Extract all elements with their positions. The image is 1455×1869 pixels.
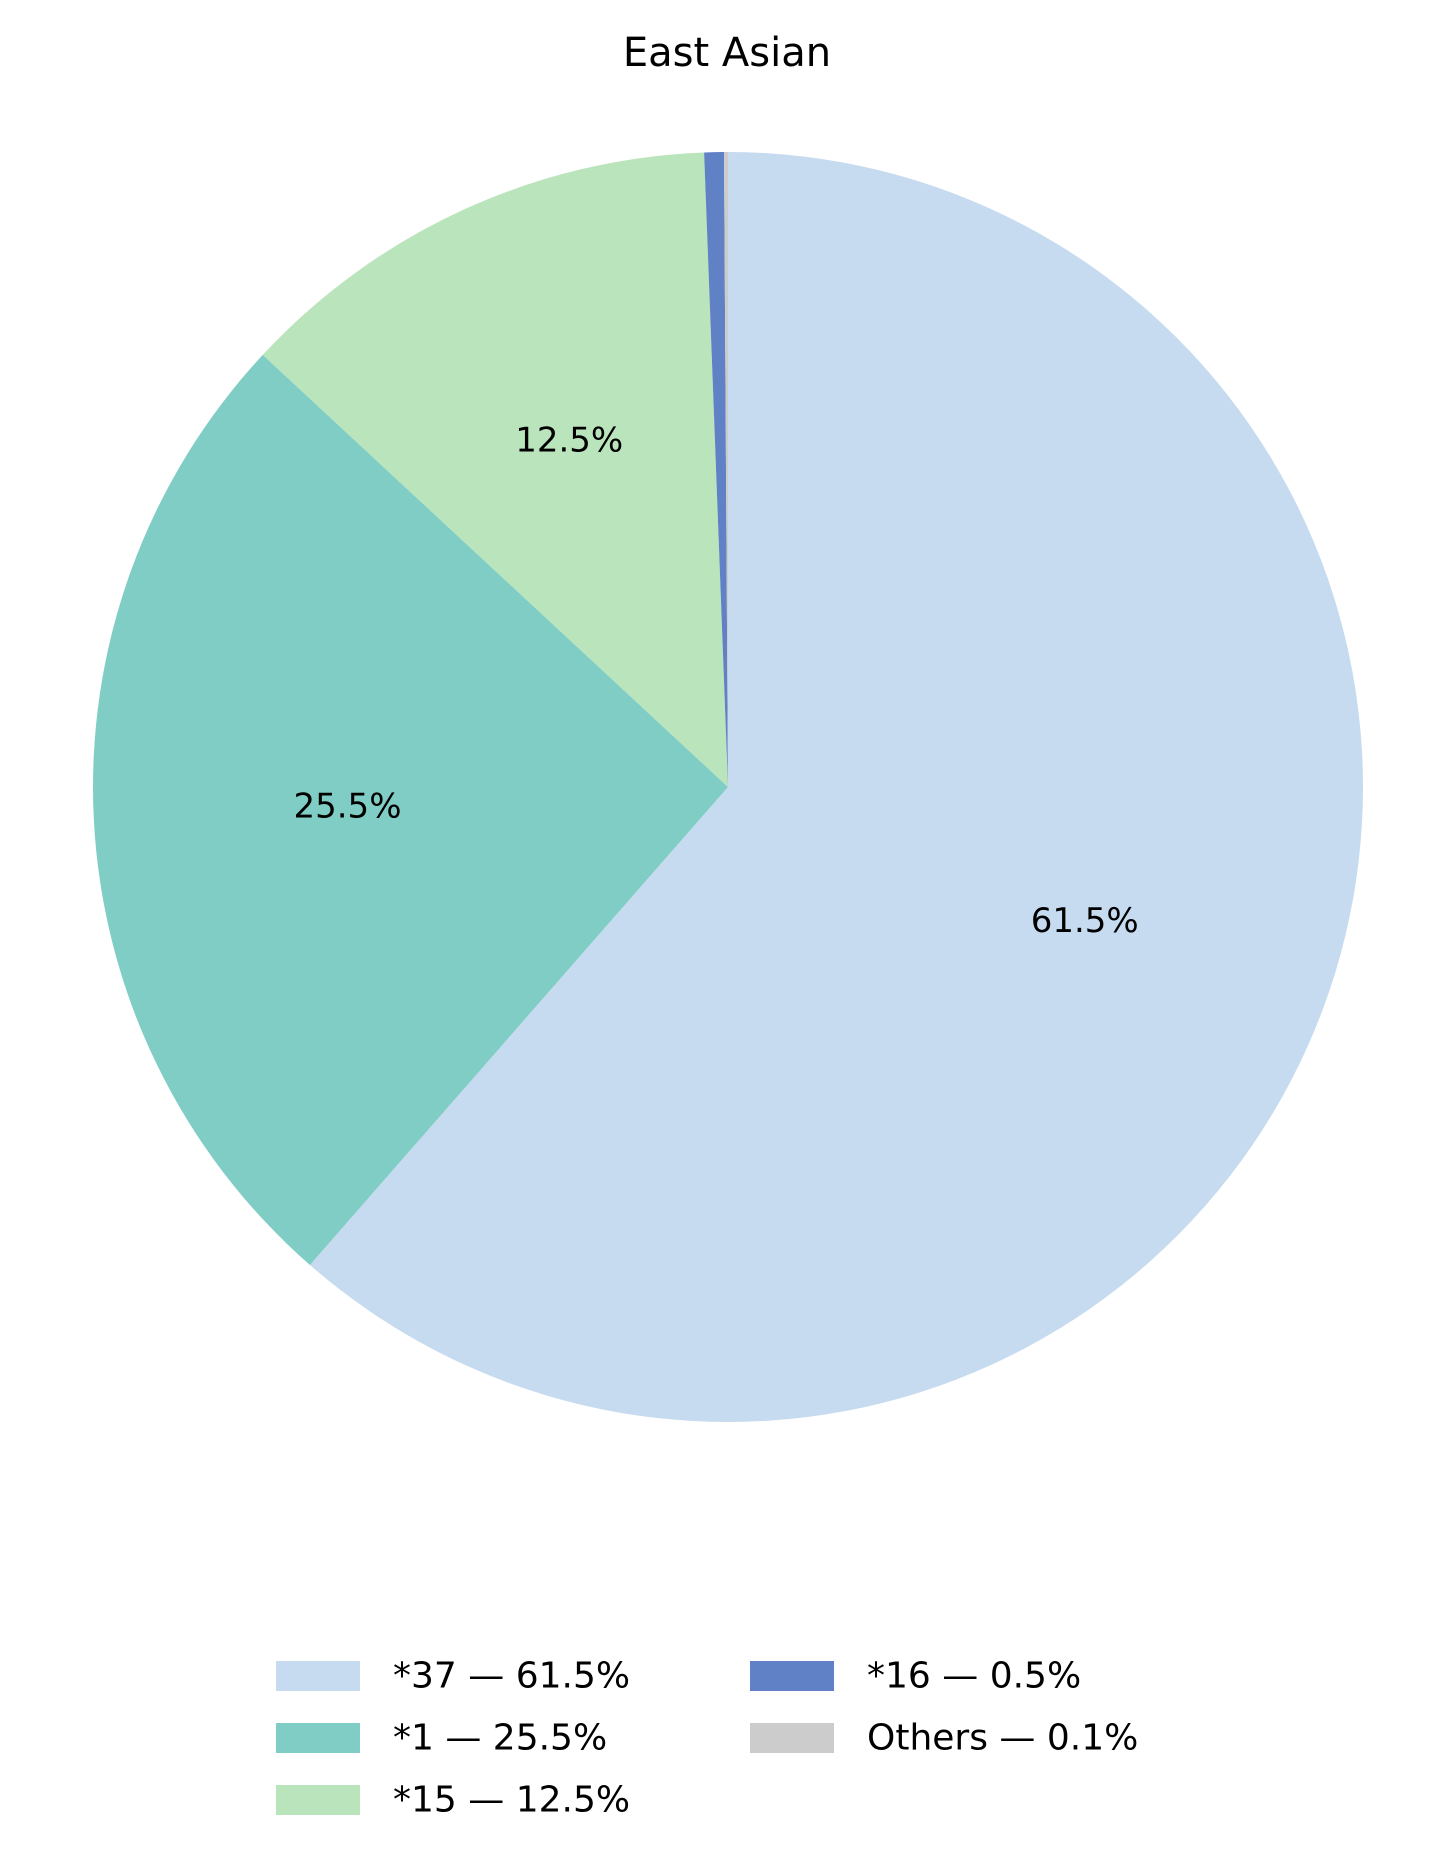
- legend-label: *1 — 25.5%: [393, 1718, 607, 1759]
- legend-item: *1 — 25.5%: [276, 1718, 607, 1759]
- legend-swatch: [276, 1723, 360, 1753]
- legend-swatch: [276, 1661, 360, 1691]
- legend-swatch: [750, 1661, 834, 1691]
- legend-label: *16 — 0.5%: [867, 1656, 1081, 1697]
- legend: *37 — 61.5% *1 — 25.5% *15 — 12.5% *16 — 0.…: [276, 1656, 1138, 1821]
- chart-title: East Asian: [623, 30, 831, 76]
- pie-percent-label: 61.5%: [1031, 901, 1139, 941]
- pie-slice-37: [309, 152, 1363, 1422]
- legend-item: *15 — 12.5%: [276, 1780, 630, 1821]
- legend-swatch: [750, 1723, 834, 1753]
- legend-label: *15 — 12.5%: [393, 1780, 630, 1821]
- legend-label: *37 — 61.5%: [393, 1656, 630, 1697]
- pie-slices-group: [93, 151, 1363, 1422]
- pie-slice-15: [262, 152, 728, 787]
- legend-item: Others — 0.1%: [750, 1718, 1138, 1759]
- pie-percent-labels-group: 61.5% 25.5% 12.5%: [293, 421, 1138, 941]
- pie-slice-1: [93, 354, 728, 1265]
- legend-label: Others — 0.1%: [867, 1718, 1138, 1759]
- legend-item: *37 — 61.5%: [276, 1656, 630, 1697]
- pie-percent-label: 25.5%: [293, 787, 401, 827]
- legend-item: *16 — 0.5%: [750, 1656, 1081, 1697]
- pie-slice-others: [724, 151, 728, 787]
- legend-swatch: [276, 1785, 360, 1815]
- pie-percent-label: 12.5%: [515, 421, 623, 461]
- pie-slice-16: [704, 152, 728, 787]
